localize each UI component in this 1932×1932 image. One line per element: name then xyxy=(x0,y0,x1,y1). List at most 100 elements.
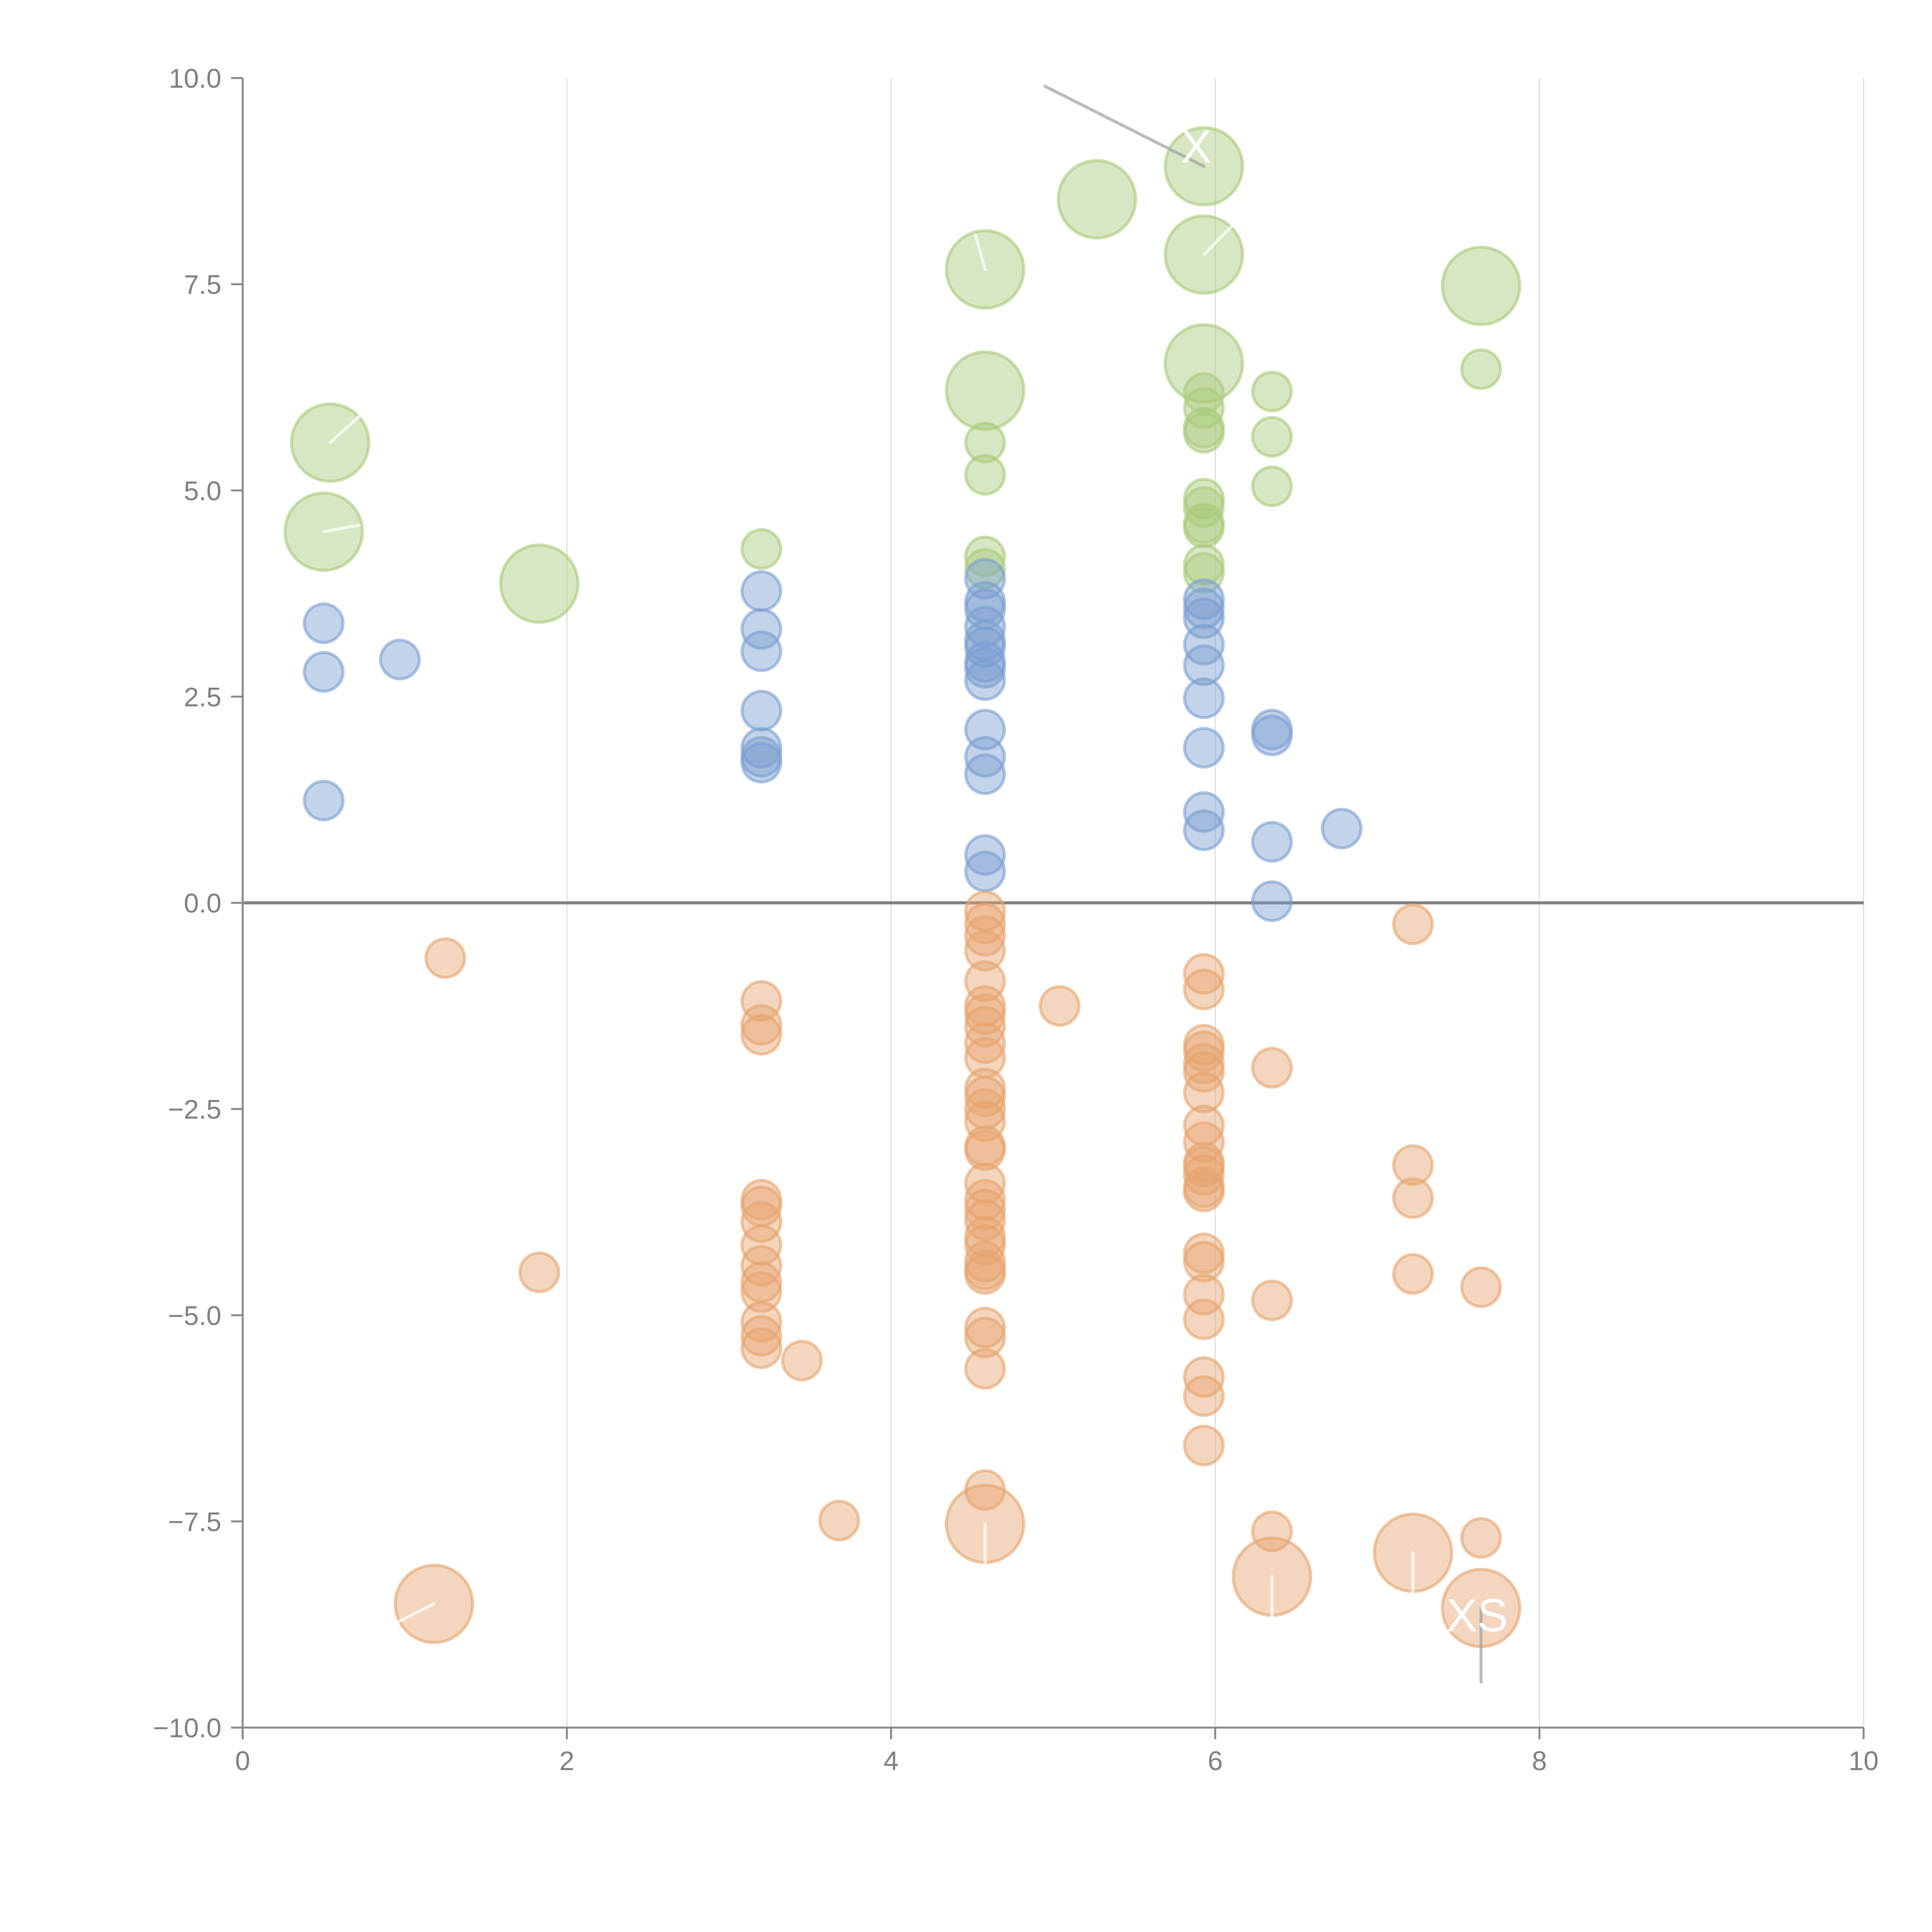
bubble-point xyxy=(1251,1510,1293,1552)
bubble-point xyxy=(740,608,782,650)
series-blue xyxy=(303,558,1363,922)
bubble-point xyxy=(1392,903,1434,945)
bubble-point xyxy=(1183,1170,1225,1213)
bubble-point xyxy=(1392,1144,1434,1186)
y-tick-label: 10.0 xyxy=(169,63,221,94)
bubble-point xyxy=(1183,1154,1225,1196)
bubble-point xyxy=(740,690,782,732)
x-axis-ticks: 0 2 4 6 8 10 xyxy=(235,1728,1879,1776)
bubble-point xyxy=(1183,1375,1225,1417)
bubble-point xyxy=(1039,985,1081,1027)
annotation: X xyxy=(1043,85,1212,172)
bubble-point xyxy=(518,1251,560,1293)
x-tick-label: 10 xyxy=(1849,1746,1879,1776)
bubble-point xyxy=(740,1201,782,1243)
y-tick-label: −7.5 xyxy=(168,1507,221,1537)
bubble-point xyxy=(1460,348,1502,390)
bubble-point xyxy=(1392,1177,1434,1219)
bubble-point xyxy=(964,753,1006,795)
bubble-point xyxy=(1440,245,1521,326)
bubble-point xyxy=(1183,412,1225,454)
y-axis-ticks: 10.0 7.5 5.0 2.5 0.0 −2.5 −5.0 −7.5 −10.0 xyxy=(153,63,243,1743)
bubble-point xyxy=(740,1004,782,1046)
x-tick-label: 8 xyxy=(1532,1746,1547,1776)
bubble-point xyxy=(379,638,421,680)
bubble-point xyxy=(964,454,1006,496)
bubble-point xyxy=(303,779,345,821)
bubble-point xyxy=(303,651,345,693)
bubble-point xyxy=(964,659,1006,701)
y-tick-label: 2.5 xyxy=(184,682,221,712)
bubble-point xyxy=(964,647,1006,689)
bubble-point xyxy=(964,1316,1006,1359)
bubble-point xyxy=(740,528,782,570)
bubble-point xyxy=(1460,1266,1502,1308)
bubble-point xyxy=(964,993,1006,1035)
bubble-point xyxy=(964,558,1006,600)
bubble-point xyxy=(818,1500,860,1542)
bubble-point xyxy=(740,1327,782,1369)
bubble-point xyxy=(1251,880,1293,922)
y-tick-label: 0.0 xyxy=(184,888,221,918)
annotation xyxy=(328,415,361,444)
bubble-point xyxy=(1251,1279,1293,1321)
annotation: XS xyxy=(1446,1589,1508,1684)
bubble-point xyxy=(740,1315,782,1357)
bubble-point xyxy=(1251,416,1293,458)
bubble-point xyxy=(1251,371,1293,413)
annotation-label: XS xyxy=(1446,1589,1508,1641)
bubble-point xyxy=(1183,1241,1225,1283)
bubble-point xyxy=(740,727,782,769)
bubble-point xyxy=(1251,821,1293,863)
bubble-point xyxy=(740,570,782,612)
bubble-point xyxy=(964,736,1006,778)
y-tick-label: 5.0 xyxy=(184,476,221,506)
annotation xyxy=(1202,225,1233,256)
bubble-point xyxy=(1183,809,1225,851)
bubble-point xyxy=(499,543,580,624)
bubble-point xyxy=(1460,1517,1502,1559)
annotation xyxy=(322,523,361,533)
bubble-point xyxy=(1183,953,1225,995)
bubble-point xyxy=(964,1306,1006,1349)
bubble-point xyxy=(303,602,345,644)
bubble-point xyxy=(740,630,782,672)
bubble-point xyxy=(1183,1425,1225,1467)
bubble-point xyxy=(964,1129,1006,1171)
y-tick-label: 7.5 xyxy=(184,270,221,300)
bubble-point xyxy=(964,1005,1006,1048)
y-tick-label: −10.0 xyxy=(153,1713,221,1743)
bubbles xyxy=(283,126,1521,1648)
x-tick-label: 6 xyxy=(1208,1746,1223,1776)
bubble-point xyxy=(1392,1253,1434,1295)
y-tick-label: −5.0 xyxy=(168,1301,221,1331)
bubble-point xyxy=(1251,714,1293,757)
annotations: X XS xyxy=(277,85,1508,1684)
series-orange xyxy=(394,890,1521,1648)
annotation-leader-line xyxy=(277,1602,436,1684)
bubble-point xyxy=(964,1348,1006,1390)
x-tick-label: 0 xyxy=(235,1746,250,1776)
bubble-point xyxy=(964,422,1006,464)
bubble-point xyxy=(964,536,1006,578)
annotation-leader-line xyxy=(1043,85,1206,168)
bubble-point xyxy=(740,1271,782,1313)
bubble-point xyxy=(1183,507,1225,549)
bubble-point xyxy=(1163,323,1244,404)
bubble-point xyxy=(945,350,1026,431)
bubble-point xyxy=(964,1022,1006,1064)
annotation-leader-line xyxy=(322,523,361,533)
bubble-point xyxy=(964,915,1006,957)
bubble-point xyxy=(1183,644,1225,686)
bubble-point xyxy=(740,1014,782,1056)
bubble-point xyxy=(964,850,1006,893)
bubble-point xyxy=(1251,1047,1293,1089)
bubble-point xyxy=(1183,1298,1225,1340)
annotation xyxy=(277,1602,436,1684)
bubble-point xyxy=(1183,968,1225,1010)
annotation-leader-line xyxy=(1202,225,1233,256)
annotation-leader-line xyxy=(328,415,361,444)
annotation xyxy=(974,233,987,271)
x-tick-label: 4 xyxy=(884,1746,899,1776)
